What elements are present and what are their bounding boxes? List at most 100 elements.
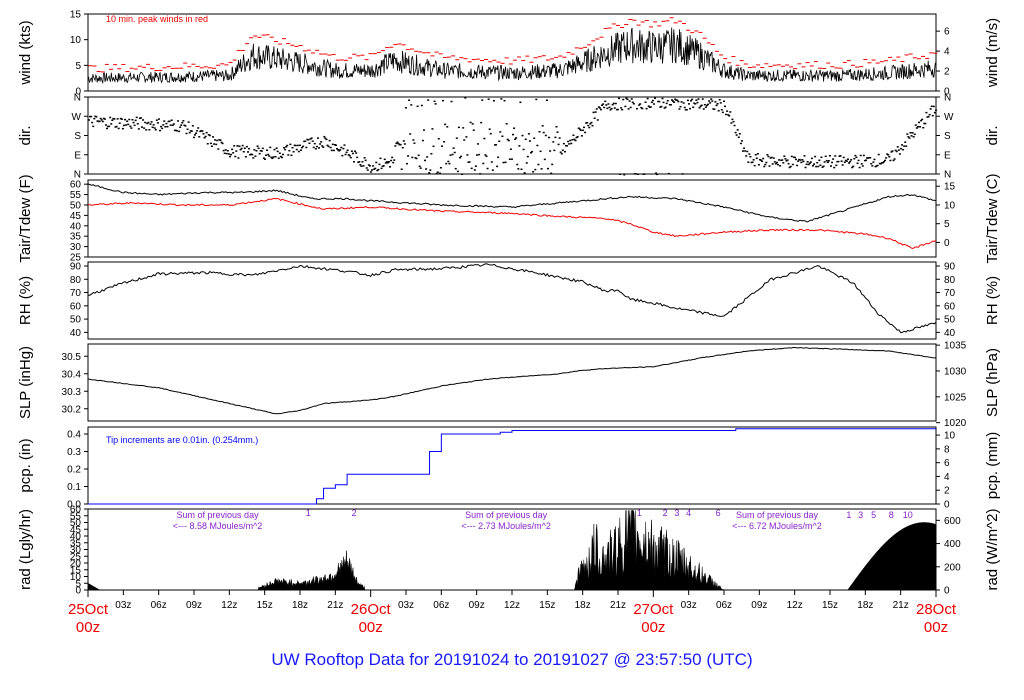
dir-mark [91,121,94,124]
left-tick-label-rh: 90 [70,261,82,272]
chart-title: UW Rooftop Data for 20191024 to 20191027… [271,650,752,669]
dir-mark [513,127,516,129]
dir-mark [129,125,132,128]
time-tick-label: 06z [716,600,732,611]
dir-mark [676,99,679,102]
dir-mark [517,168,520,170]
dir-mark [457,126,460,129]
dir-mark [414,157,417,159]
time-tick-label: 15z [539,600,555,611]
right-tick-label-temp: 10 [944,200,956,211]
dir-mark [240,147,243,150]
dir-mark [849,160,852,163]
left-tick-label-rad: 0 [75,586,81,597]
dir-mark [728,115,731,117]
dir-mark [259,149,262,152]
dir-mark [908,137,911,139]
dir-mark [408,99,411,101]
dir-mark [104,124,107,126]
dir-mark [756,153,759,155]
dir-mark [281,153,284,156]
dir-mark [332,149,335,152]
dir-mark [417,154,420,157]
panel-frame-temp [87,179,937,258]
dir-mark [538,130,541,133]
left-tick-label-rad: 10 [70,572,82,583]
dir-mark [482,162,485,165]
left-tick-label-pcp: 0.1 [67,482,81,493]
time-tick-label: 03z [398,600,414,611]
left-tick-label-temp: 40 [70,221,82,232]
time-tick-label: 03z [115,600,131,611]
left-tick-label-temp: 45 [70,211,82,222]
dir-mark [154,129,157,131]
dir-mark [931,114,934,117]
rad-tip-label: 1 [846,510,851,520]
dir-mark [251,153,254,156]
dir-mark [208,134,211,137]
dir-mark [209,142,212,145]
dir-mark [516,163,519,166]
dir-mark [699,105,702,108]
dir-mark [594,111,597,113]
dir-mark [845,160,848,162]
dir-mark [561,149,564,152]
dir-mark [219,139,222,141]
dir-mark [928,113,931,116]
left-axis-label-dir: dir. [17,125,34,145]
dir-mark [341,154,344,157]
time-tick-label: 09z [186,600,202,611]
dir-mark [543,158,546,161]
right-tick-label-rad: 200 [944,562,961,573]
dir-mark [839,155,842,157]
time-tick-label: 12z [787,600,803,611]
left-tick-label-rad: 55 [70,511,82,522]
dir-mark [241,144,244,147]
dir-mark [518,145,521,147]
dir-mark [703,103,706,106]
dir-mark [147,121,150,124]
dir-mark [803,155,806,157]
dir-mark [554,136,557,139]
dir-mark [623,173,626,176]
dir-mark [161,127,164,130]
dir-mark [467,161,470,163]
dir-mark [647,105,650,107]
dir-mark [459,156,461,159]
dir-mark [713,108,716,111]
dir-mark [701,98,704,100]
right-tick-label-rad: 600 [944,516,961,527]
dir-mark [659,106,662,108]
dir-mark [204,135,207,138]
dir-mark [297,150,300,153]
dir-mark [765,161,768,164]
dir-mark [925,111,928,114]
dir-mark [373,168,376,170]
dir-mark [507,139,510,142]
dir-mark [892,159,895,162]
dir-mark [558,137,561,139]
dir-mark [808,162,811,164]
dir-mark [328,139,331,142]
dir-mark [139,117,142,119]
dir-mark [503,99,506,102]
dir-mark [752,159,755,161]
dir-mark [350,150,353,152]
dir-mark [389,166,392,168]
left-axis-label-wind: wind (kts) [17,20,34,85]
dir-mark [136,123,139,125]
dir-mark [842,156,845,159]
dir-mark [654,97,657,99]
dir-mark [624,105,627,108]
dir-mark [291,146,294,149]
dir-mark [662,101,665,104]
dir-mark [730,122,733,124]
dir-mark [884,159,887,162]
dir-mark [779,165,782,167]
dir-mark [549,150,552,152]
dir-mark [744,150,747,152]
dir-mark [206,142,209,145]
dir-mark [304,140,307,142]
dir-mark [904,141,907,143]
dir-mark [886,153,889,155]
